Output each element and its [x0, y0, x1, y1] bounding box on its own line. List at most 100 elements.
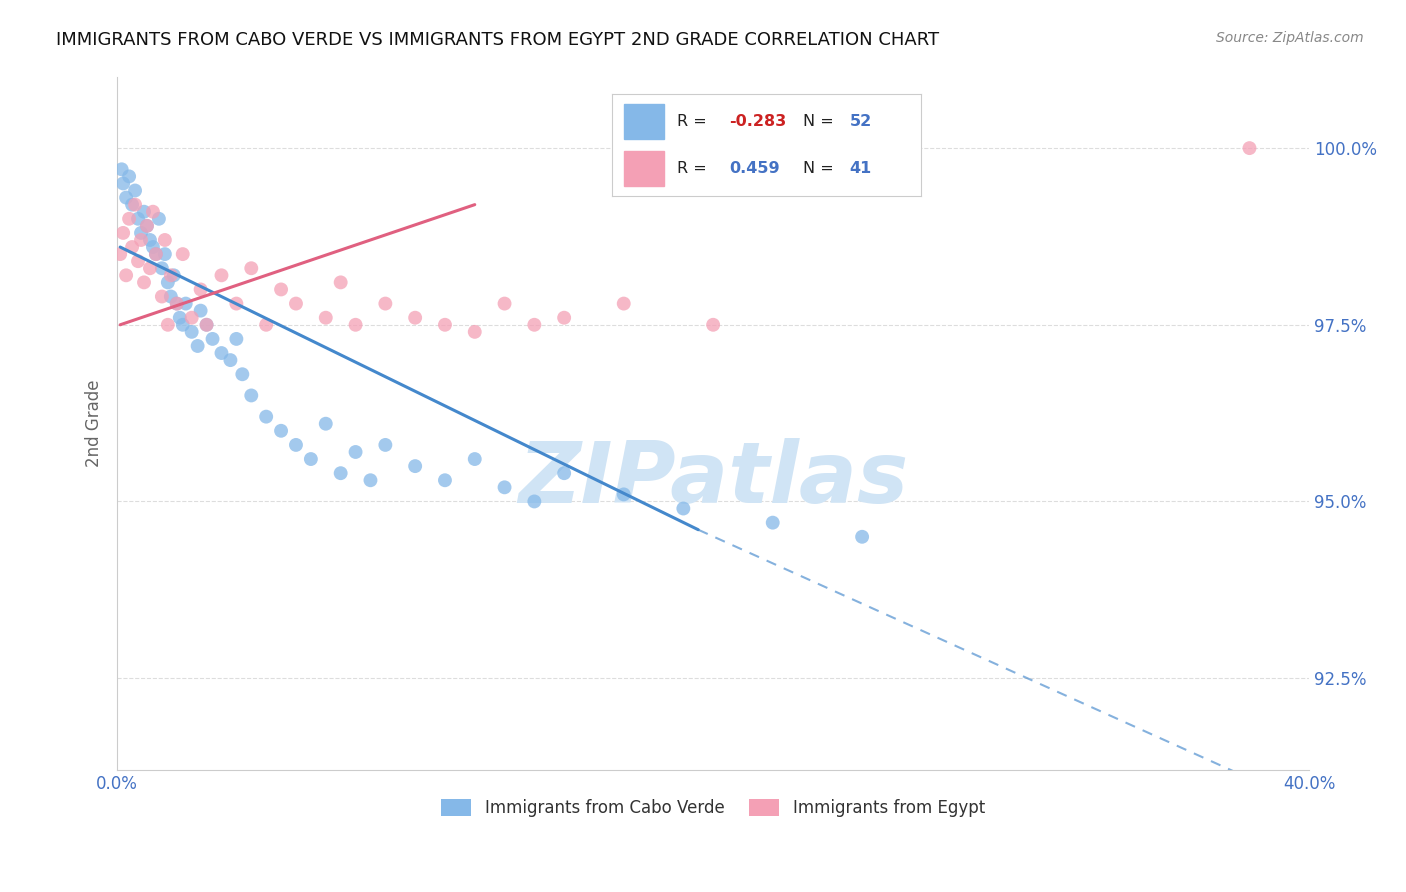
Point [225, 296, 247, 310]
Point [240, 388, 263, 402]
Point [299, 452, 322, 467]
Point [163, 268, 186, 283]
Point [404, 459, 426, 474]
Point [240, 261, 263, 276]
Text: N =: N = [803, 114, 839, 128]
Point [139, 261, 162, 276]
Point [180, 325, 202, 339]
Point [494, 480, 516, 494]
Point [329, 276, 352, 290]
Point [159, 268, 181, 283]
Point [118, 211, 141, 226]
Point [150, 261, 173, 276]
Point [433, 473, 456, 487]
Point [523, 494, 546, 508]
Point [762, 516, 785, 530]
Point [344, 318, 367, 332]
Point [145, 247, 167, 261]
Text: 52: 52 [849, 114, 872, 128]
Point [523, 318, 546, 332]
Text: R =: R = [676, 114, 711, 128]
Text: ZIPatlas: ZIPatlas [517, 438, 908, 521]
Point [115, 190, 138, 204]
Point [315, 417, 337, 431]
Point [553, 466, 575, 480]
Point [108, 247, 131, 261]
Point [121, 197, 143, 211]
Point [404, 310, 426, 325]
Point [374, 296, 396, 310]
Point [270, 282, 292, 296]
Point [150, 289, 173, 303]
Point [124, 197, 146, 211]
Point [211, 268, 233, 283]
Point [231, 368, 253, 382]
Point [219, 353, 242, 368]
Text: Source: ZipAtlas.com: Source: ZipAtlas.com [1216, 31, 1364, 45]
Point [613, 296, 636, 310]
Point [142, 240, 165, 254]
Point [285, 296, 308, 310]
Point [129, 226, 152, 240]
Text: 41: 41 [849, 161, 872, 176]
Point [270, 424, 292, 438]
Point [254, 409, 277, 424]
Point [112, 226, 135, 240]
Point [148, 211, 170, 226]
Point [112, 177, 135, 191]
Text: 0.459: 0.459 [730, 161, 780, 176]
Point [359, 473, 381, 487]
Point [613, 487, 636, 501]
Bar [624, 104, 664, 139]
Point [132, 204, 155, 219]
Point [254, 318, 277, 332]
Point [553, 310, 575, 325]
Point [166, 296, 188, 310]
Point [153, 233, 176, 247]
Point [464, 325, 486, 339]
Point [156, 318, 179, 332]
Point [124, 184, 146, 198]
Point [672, 501, 695, 516]
Point [145, 247, 167, 261]
Point [118, 169, 141, 184]
Point [374, 438, 396, 452]
Point [142, 204, 165, 219]
Point [159, 289, 181, 303]
Y-axis label: 2nd Grade: 2nd Grade [86, 380, 103, 467]
Point [851, 530, 873, 544]
Point [111, 162, 134, 177]
Point [211, 346, 233, 360]
Point [702, 318, 724, 332]
Point [329, 466, 352, 480]
Point [1239, 141, 1261, 155]
Point [225, 332, 247, 346]
Point [115, 268, 138, 283]
Point [121, 240, 143, 254]
Point [169, 310, 191, 325]
Text: N =: N = [803, 161, 839, 176]
Point [315, 310, 337, 325]
Point [180, 310, 202, 325]
Point [195, 318, 218, 332]
Point [190, 303, 212, 318]
Point [172, 247, 194, 261]
Point [156, 276, 179, 290]
Text: IMMIGRANTS FROM CABO VERDE VS IMMIGRANTS FROM EGYPT 2ND GRADE CORRELATION CHART: IMMIGRANTS FROM CABO VERDE VS IMMIGRANTS… [56, 31, 939, 49]
Point [127, 211, 149, 226]
Point [201, 332, 224, 346]
Point [136, 219, 159, 233]
Bar [624, 151, 664, 186]
Point [166, 296, 188, 310]
Point [132, 276, 155, 290]
Point [494, 296, 516, 310]
Text: -0.283: -0.283 [730, 114, 786, 128]
Point [344, 445, 367, 459]
Point [433, 318, 456, 332]
Point [136, 219, 159, 233]
Point [129, 233, 152, 247]
Point [190, 282, 212, 296]
Point [139, 233, 162, 247]
Point [174, 296, 197, 310]
Point [187, 339, 209, 353]
